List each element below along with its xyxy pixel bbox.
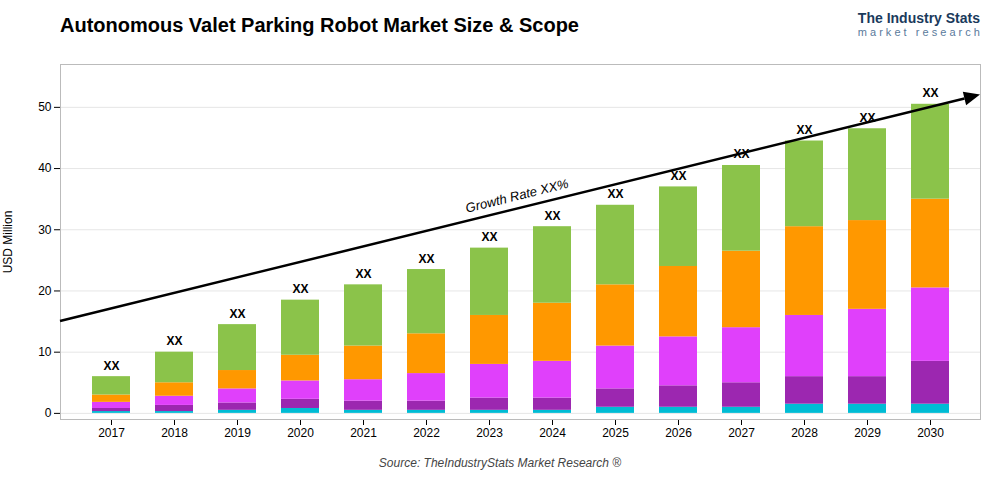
svg-text:20: 20 bbox=[38, 284, 52, 298]
svg-text:XX: XX bbox=[922, 86, 938, 100]
svg-text:XX: XX bbox=[355, 267, 371, 281]
svg-text:2022: 2022 bbox=[413, 426, 440, 440]
svg-text:10: 10 bbox=[38, 345, 52, 359]
svg-text:2027: 2027 bbox=[728, 426, 755, 440]
html-text:Autonomous Valet Parking Robot: Autonomous Valet Parking Robot Market Si… bbox=[60, 14, 579, 36]
svg-text:XX: XX bbox=[607, 187, 623, 201]
svg-text:40: 40 bbox=[38, 161, 52, 175]
svg-text:XX: XX bbox=[544, 209, 560, 223]
svg-text:2025: 2025 bbox=[602, 426, 629, 440]
svg-text:2029: 2029 bbox=[854, 426, 881, 440]
svg-text:2028: 2028 bbox=[791, 426, 818, 440]
svg-text:XX: XX bbox=[796, 123, 812, 137]
svg-text:50: 50 bbox=[38, 100, 52, 114]
svg-text:2018: 2018 bbox=[161, 426, 188, 440]
svg-text:XX: XX bbox=[229, 307, 245, 321]
svg-text:USD Million: USD Million bbox=[1, 211, 15, 274]
svg-text:2017: 2017 bbox=[98, 426, 125, 440]
svg-text:XX: XX bbox=[670, 169, 686, 183]
svg-text:0: 0 bbox=[45, 406, 52, 420]
svg-text:2020: 2020 bbox=[287, 426, 314, 440]
svg-text:XX: XX bbox=[103, 359, 119, 373]
svg-text:2030: 2030 bbox=[917, 426, 944, 440]
svg-text:XX: XX bbox=[166, 334, 182, 348]
html-text:m a r k e t r e s e a r c h: m a r k e t r e s e a r c h bbox=[857, 26, 980, 38]
svg-text:Growth Rate XX%: Growth Rate XX% bbox=[464, 175, 570, 216]
svg-text:2023: 2023 bbox=[476, 426, 503, 440]
svg-text:2024: 2024 bbox=[539, 426, 566, 440]
svg-text:2019: 2019 bbox=[224, 426, 251, 440]
svg-text:XX: XX bbox=[418, 252, 434, 266]
html-text:The Industry Stats: The Industry Stats bbox=[857, 10, 980, 26]
svg-text:2026: 2026 bbox=[665, 426, 692, 440]
html-text:Source: TheIndustryStats Marke: Source: TheIndustryStats Market Research… bbox=[378, 456, 622, 470]
svg-text:XX: XX bbox=[481, 230, 497, 244]
svg-text:XX: XX bbox=[733, 147, 749, 161]
svg-text:XX: XX bbox=[292, 282, 308, 296]
svg-text:2021: 2021 bbox=[350, 426, 377, 440]
svg-text:XX: XX bbox=[859, 111, 875, 125]
svg-text:30: 30 bbox=[38, 223, 52, 237]
